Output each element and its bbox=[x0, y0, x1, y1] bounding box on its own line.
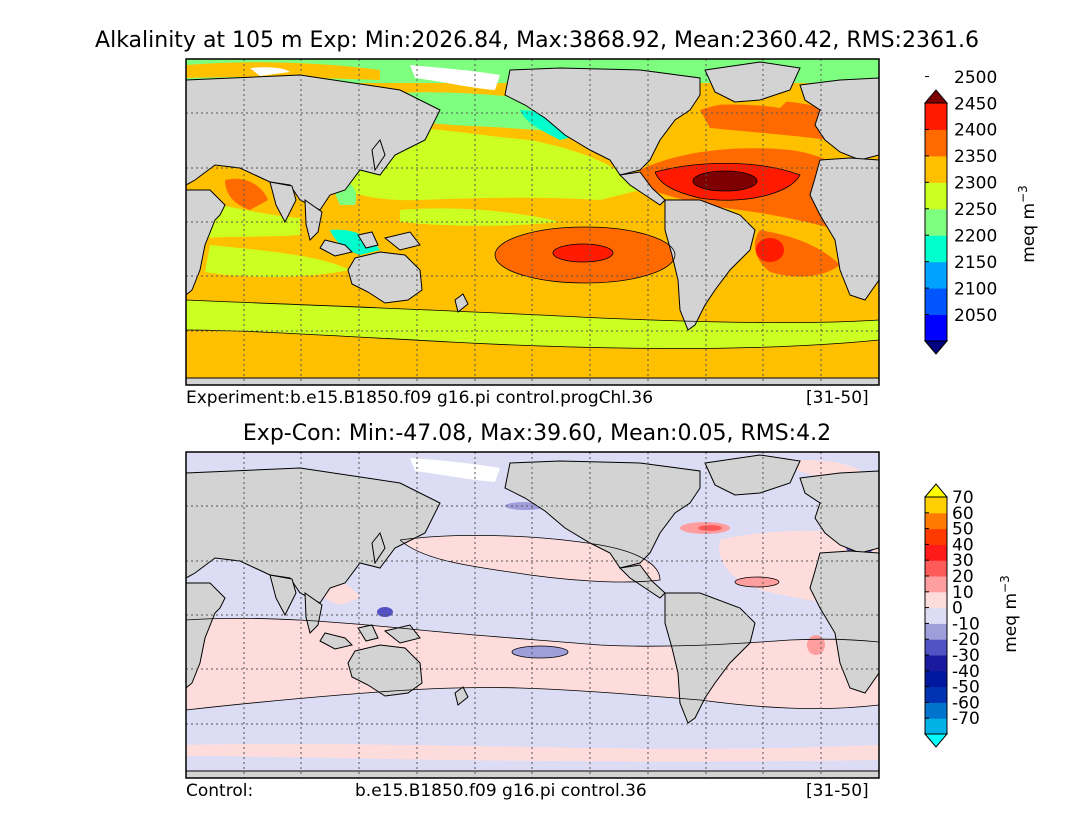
colorbar-extend-min bbox=[923, 733, 949, 748]
colorbar-tick-label: 50 bbox=[952, 520, 974, 540]
colorbar-swatch bbox=[925, 639, 947, 656]
colorbar-swatch bbox=[925, 576, 947, 593]
colorbar-swatch bbox=[925, 103, 947, 130]
panel1-caption-right: [31-50] bbox=[806, 388, 869, 408]
colorbar-tick-label: 2250 bbox=[954, 200, 997, 220]
panel2-caption-mid: b.e15.B1850.f09 g16.pi control.36 bbox=[355, 781, 647, 801]
colorbar-tick-label: -40 bbox=[952, 662, 980, 682]
colorbar-tick-label: 30 bbox=[952, 551, 974, 571]
colorbar-swatch bbox=[925, 155, 947, 183]
colorbar-swatch bbox=[925, 235, 947, 263]
colorbar-swatch bbox=[925, 497, 947, 514]
colorbar-swatch bbox=[925, 560, 947, 577]
colorbar-swatch bbox=[925, 208, 947, 236]
panel2-caption-right: [31-50] bbox=[806, 781, 869, 801]
colorbar-tick-label: 70 bbox=[952, 488, 974, 508]
colorbar-tick-label: 2500 bbox=[954, 68, 997, 88]
colorbar2-units: meq m−3 bbox=[998, 575, 1021, 652]
panel1-title: Alkalinity at 105 m Exp: Min:2026.84, Ma… bbox=[95, 28, 979, 53]
colorbar-swatch bbox=[925, 591, 947, 609]
colorbar-swatch bbox=[925, 512, 947, 530]
colorbar-swatch bbox=[925, 261, 947, 289]
colorbar-tick-label: 2300 bbox=[954, 174, 997, 194]
colorbar-tick-label: -20 bbox=[952, 630, 980, 650]
colorbar-extend-max bbox=[923, 89, 949, 104]
colorbar-frame bbox=[924, 102, 948, 342]
colorbar-tick-label: 20 bbox=[952, 567, 974, 587]
difference-map bbox=[186, 452, 879, 778]
colorbar1-units: meq m−3 bbox=[1016, 185, 1039, 262]
colorbar-swatch bbox=[925, 686, 947, 703]
colorbar-tick-label: 40 bbox=[952, 535, 974, 555]
panel2-title: Exp-Con: Min:-47.08, Max:39.60, Mean:0.0… bbox=[242, 421, 832, 446]
map2-frame bbox=[185, 451, 880, 779]
colorbar-tick-label: 2200 bbox=[954, 227, 997, 247]
colorbar-tick-label: -30 bbox=[952, 646, 980, 666]
colorbar-tick-label: -50 bbox=[952, 678, 980, 698]
colorbar-tick-label: 2450 bbox=[954, 94, 997, 114]
colorbar-swatch bbox=[925, 607, 947, 624]
colorbar-tick-label: -10 bbox=[952, 614, 980, 634]
colorbar-swatch bbox=[925, 655, 947, 672]
colorbar-swatch bbox=[925, 718, 947, 735]
colorbar-tick-label: 10 bbox=[952, 583, 974, 603]
colorbar-tick-label: 2100 bbox=[954, 279, 997, 299]
colorbar-swatch bbox=[925, 288, 947, 316]
colorbar-tick-label: -60 bbox=[952, 693, 980, 713]
colorbar-swatch bbox=[925, 314, 947, 342]
colorbar-swatch bbox=[925, 670, 947, 688]
colorbar-tick-label: 2350 bbox=[954, 147, 997, 167]
colorbar-tick-label: 2050 bbox=[954, 306, 997, 326]
map1-frame bbox=[185, 58, 880, 386]
colorbar-swatch bbox=[925, 528, 947, 545]
alkalinity-map bbox=[186, 59, 879, 385]
colorbar-frame bbox=[924, 496, 948, 735]
colorbar-swatch bbox=[925, 182, 947, 210]
colorbar-tick-label: 60 bbox=[952, 504, 974, 524]
panel2-caption-left: Control: bbox=[186, 781, 254, 801]
colorbar-tick-label: 0 bbox=[952, 599, 963, 619]
panel1-caption-left: Experiment:b.e15.B1850.f09 g16.pi contro… bbox=[186, 388, 654, 408]
colorbar-swatch bbox=[925, 623, 947, 640]
colorbar-tick-label: 2400 bbox=[954, 121, 997, 141]
colorbar-swatch bbox=[925, 544, 947, 561]
colorbar-extend-max bbox=[923, 483, 949, 498]
colorbar-swatch bbox=[925, 129, 947, 157]
colorbar-tick-label: -70 bbox=[952, 709, 980, 729]
colorbar-alkalinity: 2050 2100 2150 2200 2250 2300 2350 2400 2450 2500 bbox=[923, 68, 997, 355]
colorbar-tick-label: 2150 bbox=[954, 253, 997, 273]
colorbar-swatch bbox=[925, 702, 947, 719]
colorbar-extend-min bbox=[923, 340, 949, 355]
